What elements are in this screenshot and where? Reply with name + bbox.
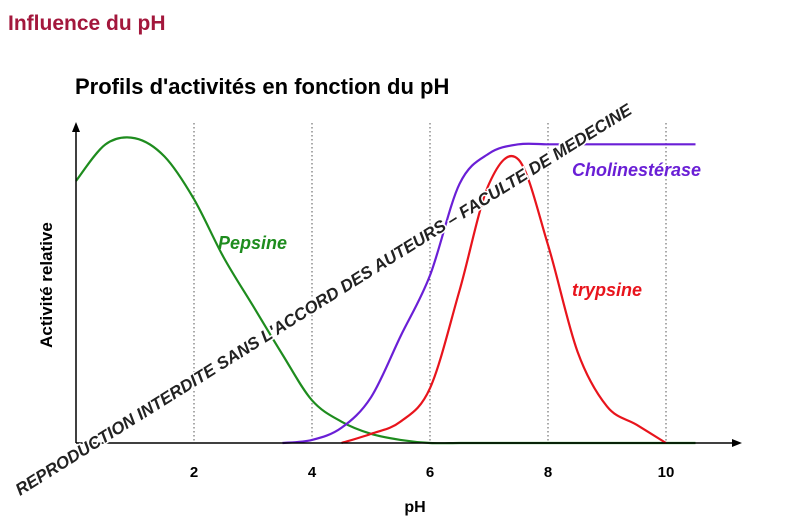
series-label: Cholinestérase xyxy=(572,160,701,180)
x-tick-label: 8 xyxy=(544,464,552,481)
watermark: REPRODUCTION INTERDITE SANS L'ACCORD DES… xyxy=(12,100,636,499)
chart-title: Profils d'activités en fonction du pH xyxy=(75,74,449,99)
x-tick-label: 6 xyxy=(426,464,434,481)
y-axis-label: Activité relative xyxy=(37,222,56,348)
plot: 2 4 6 8 10 Pepsine Cholinestérase trypsine xyxy=(75,123,701,481)
x-tick-label: 4 xyxy=(308,464,317,481)
x-tick-label: 2 xyxy=(190,464,198,481)
series-label: trypsine xyxy=(572,280,642,300)
x-axis-arrow xyxy=(732,439,742,447)
heading: Influence du pH xyxy=(8,12,166,35)
x-axis-label: pH xyxy=(404,499,425,516)
y-axis-arrow xyxy=(72,122,80,132)
series-label: Pepsine xyxy=(218,233,287,253)
x-tick-label: 10 xyxy=(658,464,675,481)
series-line xyxy=(282,142,696,445)
series-line xyxy=(341,154,667,445)
